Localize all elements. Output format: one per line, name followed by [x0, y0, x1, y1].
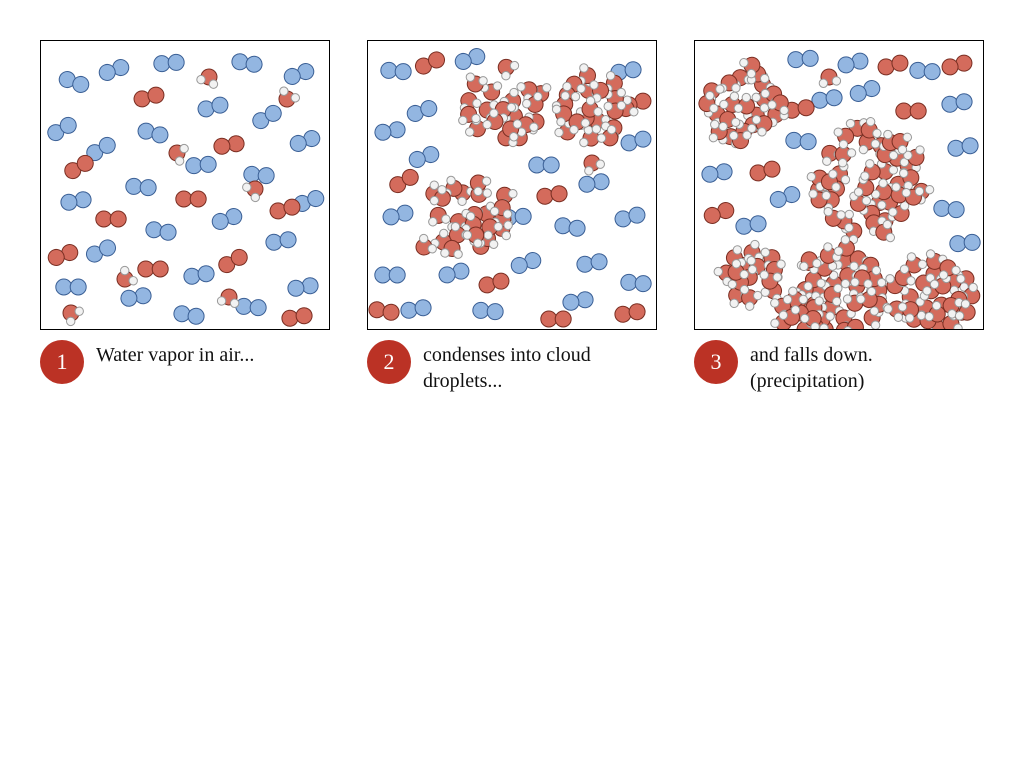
panel-group-1: 1 Water vapor in air...	[40, 40, 330, 394]
caption-2: 2 condenses into cloud droplets...	[367, 340, 653, 394]
caption-1: 1 Water vapor in air...	[40, 340, 254, 384]
panel-row: 1 Water vapor in air... 2 condenses into…	[0, 0, 1024, 394]
panel-group-3: 3 and falls down. (precipitation)	[694, 40, 984, 394]
molecule-canvas	[368, 41, 656, 329]
molecule-canvas	[41, 41, 329, 329]
step-badge-3: 3	[694, 340, 738, 384]
panel-2	[367, 40, 657, 330]
panel-3	[694, 40, 984, 330]
molecule-canvas	[695, 41, 983, 329]
caption-text-2: condenses into cloud droplets...	[423, 340, 653, 394]
caption-text-3: and falls down. (precipitation)	[750, 340, 980, 394]
panel-1	[40, 40, 330, 330]
caption-text-1: Water vapor in air...	[96, 340, 254, 368]
caption-3: 3 and falls down. (precipitation)	[694, 340, 980, 394]
step-badge-2: 2	[367, 340, 411, 384]
panel-group-2: 2 condenses into cloud droplets...	[367, 40, 657, 394]
step-badge-1: 1	[40, 340, 84, 384]
